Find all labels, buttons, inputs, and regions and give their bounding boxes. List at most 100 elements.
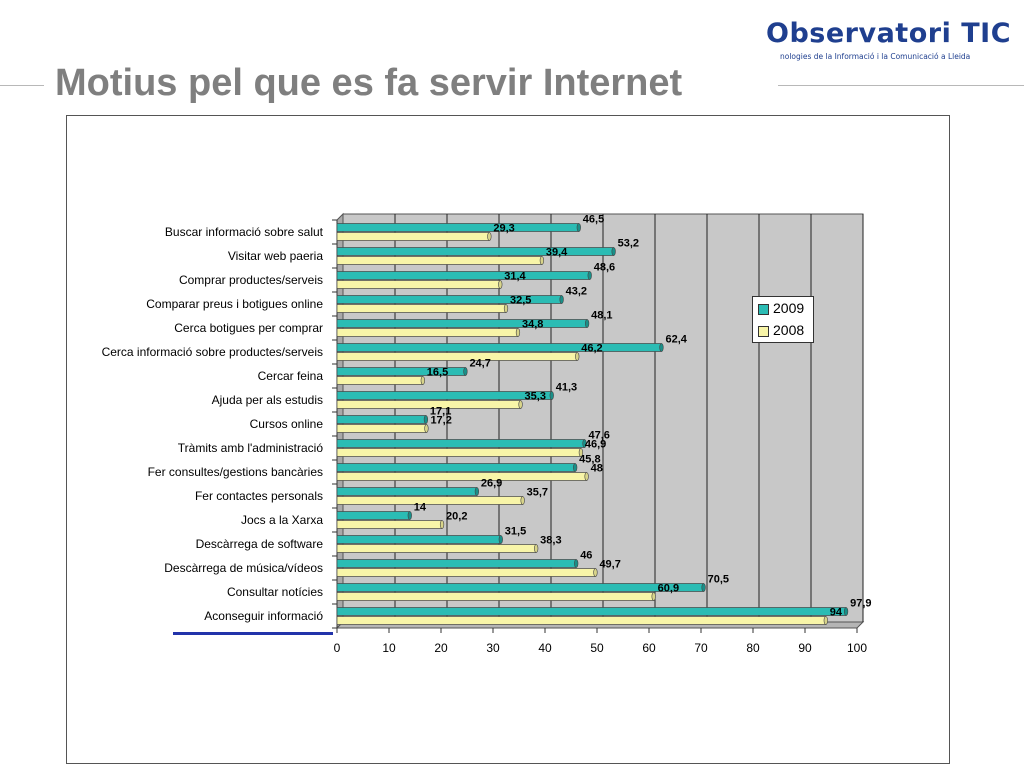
bar-2008-end — [518, 400, 523, 409]
bar-2009 — [336, 559, 577, 568]
bar-2009-end — [463, 367, 468, 376]
bar-2008-end — [575, 352, 580, 361]
title-rule-left — [0, 85, 44, 86]
bar-2009 — [336, 247, 614, 256]
bar-2008-end — [578, 448, 583, 457]
legend-item-2008: 2008 — [753, 321, 813, 341]
data-label: 46,2 — [581, 343, 602, 355]
bar-2008 — [336, 352, 578, 361]
logo-subtitle: nologies de la Informació i la Comunicac… — [780, 52, 971, 61]
bar-2009 — [336, 271, 591, 280]
bar-chart: 0 10 20 30 40 50 60 70 80 90 100 Buscar informació … — [102, 212, 872, 655]
bar-2008 — [336, 472, 587, 481]
data-label: 53,2 — [618, 238, 639, 250]
data-label: 35,7 — [527, 487, 548, 499]
category-label: Cursos online — [250, 417, 324, 431]
x-tick-label: 90 — [798, 641, 812, 655]
legend-swatch-2008 — [758, 326, 769, 337]
x-tick-label: 60 — [642, 641, 656, 655]
bar-2008 — [336, 376, 424, 385]
chart-legend: 2009 2008 — [752, 296, 814, 343]
bar-2009-end — [549, 391, 554, 400]
data-label: 41,3 — [556, 382, 577, 394]
slide-title: Motius pel que es fa servir Internet — [55, 62, 683, 104]
category-label: Descàrrega de música/vídeos — [164, 561, 323, 575]
x-tick-label: 10 — [382, 641, 396, 655]
data-label: 14 — [414, 502, 427, 514]
bar-2008 — [336, 256, 543, 265]
bar-2009 — [336, 583, 704, 592]
category-label: Fer consultes/gestions bancàries — [148, 465, 323, 479]
x-tick-label: 70 — [694, 641, 708, 655]
category-label: Comparar preus i botigues online — [146, 297, 323, 311]
bar-2009-end — [701, 583, 706, 592]
bar-2009-end — [407, 511, 412, 520]
bar-2008-end — [823, 616, 828, 625]
data-label: 70,5 — [708, 574, 729, 586]
bar-2009 — [336, 511, 411, 520]
data-label: 38,3 — [540, 535, 561, 547]
x-tick-label: 0 — [334, 641, 341, 655]
bar-2009 — [336, 223, 580, 232]
bar-2008 — [336, 616, 827, 625]
category-label: Cerca informació sobre productes/serveis — [102, 345, 323, 359]
x-tick-label: 40 — [538, 641, 552, 655]
data-label: 24,7 — [469, 358, 490, 370]
bar-2009-end — [843, 607, 849, 616]
bar-2008 — [336, 304, 507, 313]
data-label: 46 — [580, 550, 592, 562]
data-label: 97,9 — [850, 598, 871, 610]
bar-2008-end — [503, 304, 509, 313]
bar-2008-end — [584, 472, 589, 481]
bar-2009-end — [659, 343, 664, 352]
legend-label-2009: 2009 — [773, 300, 805, 316]
bar-2009-end — [585, 319, 590, 328]
bar-2009 — [336, 535, 502, 544]
bar-2008 — [336, 592, 655, 601]
data-label: 17,1 — [430, 406, 451, 418]
bar-2009 — [336, 343, 662, 352]
bar-2008-end — [439, 520, 445, 529]
bar-2008-end — [534, 544, 539, 553]
category-label: Buscar informació sobre salut — [165, 225, 324, 239]
bar-2009-end — [498, 535, 503, 544]
data-label: 20,2 — [446, 511, 467, 523]
x-tick-label: 20 — [434, 641, 448, 655]
data-label: 62,4 — [665, 334, 687, 346]
data-label: 31,5 — [505, 526, 526, 538]
data-label: 48 — [591, 463, 603, 475]
data-label: 34,8 — [522, 319, 543, 331]
data-label: 47,6 — [589, 430, 610, 442]
bar-2009-end — [582, 439, 587, 448]
chart-frame: 0 10 20 30 40 50 60 70 80 90 100 Buscar informació … — [66, 115, 950, 764]
category-label: Cerca botigues per comprar — [174, 321, 323, 335]
legend-swatch-2009 — [758, 304, 769, 315]
bar-2009-end — [573, 463, 578, 472]
bar-2008 — [336, 544, 537, 553]
legend-item-2009: 2009 — [753, 299, 813, 319]
bar-2009-end — [587, 271, 592, 280]
category-label: Jocs a la Xarxa — [241, 513, 323, 527]
title-rule-right — [778, 85, 1024, 86]
category-label: Tràmits amb l'administració — [178, 441, 324, 455]
data-label: 60,9 — [658, 583, 679, 595]
data-label: 45,8 — [579, 454, 600, 466]
bar-2009-end — [559, 295, 564, 304]
bar-2008-end — [651, 592, 656, 601]
bar-2009 — [336, 463, 576, 472]
data-label: 17,2 — [430, 415, 451, 427]
bar-2008-end — [520, 496, 525, 505]
bar-2008 — [336, 400, 521, 409]
data-label: 49,7 — [599, 559, 620, 571]
bar-2009 — [336, 319, 588, 328]
x-tick-label: 50 — [590, 641, 604, 655]
data-label: 94 — [830, 607, 843, 619]
data-label: 43,2 — [566, 286, 587, 298]
bar-2008-end — [593, 568, 598, 577]
bar-2009-end — [474, 487, 479, 496]
bar-2008-end — [539, 256, 544, 265]
bar-2008 — [336, 568, 596, 577]
data-label: 39,4 — [546, 247, 568, 259]
bar-2009-end — [423, 415, 429, 424]
data-label: 46,5 — [583, 214, 604, 226]
